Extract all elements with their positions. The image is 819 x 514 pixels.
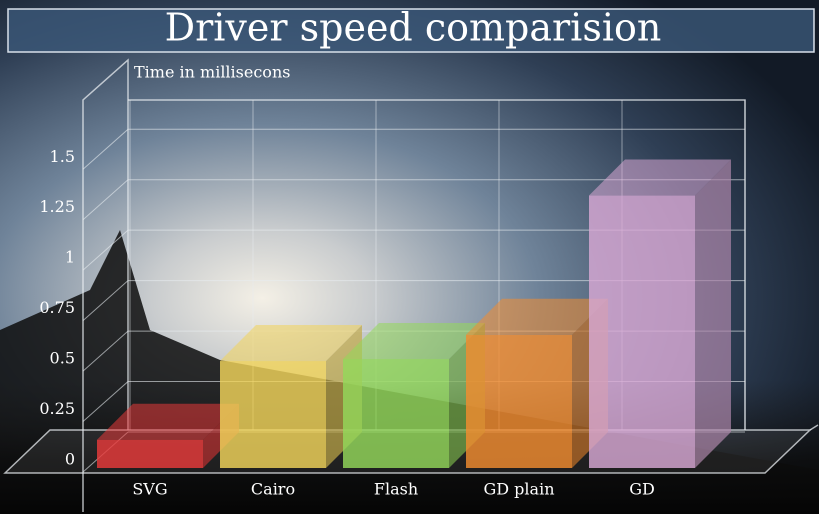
- bar-top: [97, 403, 239, 440]
- grid-line-side: [82, 179, 129, 221]
- bar-top: [466, 298, 608, 335]
- y-tick-label: 0.5: [50, 349, 75, 368]
- y-tick-label: 1: [65, 248, 75, 267]
- title-box: [7, 8, 815, 53]
- bar: [97, 439, 203, 468]
- x-arrow: [809, 424, 819, 431]
- grid-line-side: [82, 381, 129, 422]
- x-tick-label: GD: [629, 480, 655, 499]
- bar: [589, 195, 695, 468]
- y-axis: [82, 58, 129, 512]
- y-tick-label: 1.25: [39, 197, 75, 216]
- bar: [343, 359, 449, 468]
- bar-top: [589, 159, 731, 196]
- bar-side: [695, 159, 731, 468]
- x-tick-label: Flash: [374, 480, 418, 499]
- y-tick-label: 1.5: [50, 147, 75, 166]
- x-tick-label: Cairo: [251, 480, 295, 499]
- bar-top: [343, 323, 485, 360]
- grid-line-side: [82, 330, 129, 372]
- bar: [466, 334, 572, 468]
- grid-line-side: [82, 280, 129, 322]
- bar: [220, 361, 326, 468]
- grid-line-side: [82, 128, 129, 170]
- y-tick-label: 0.25: [39, 399, 75, 418]
- y-axis-label: Time in millisecons: [134, 63, 290, 82]
- y-tick-label: 0.75: [39, 298, 75, 317]
- grid-line-side: [82, 229, 129, 271]
- bar-top: [220, 325, 362, 362]
- y-tick-label: 0: [65, 450, 75, 469]
- x-tick-label: SVG: [132, 480, 167, 499]
- chart-title: Driver speed comparision: [165, 6, 662, 50]
- x-tick-label: GD plain: [483, 480, 554, 499]
